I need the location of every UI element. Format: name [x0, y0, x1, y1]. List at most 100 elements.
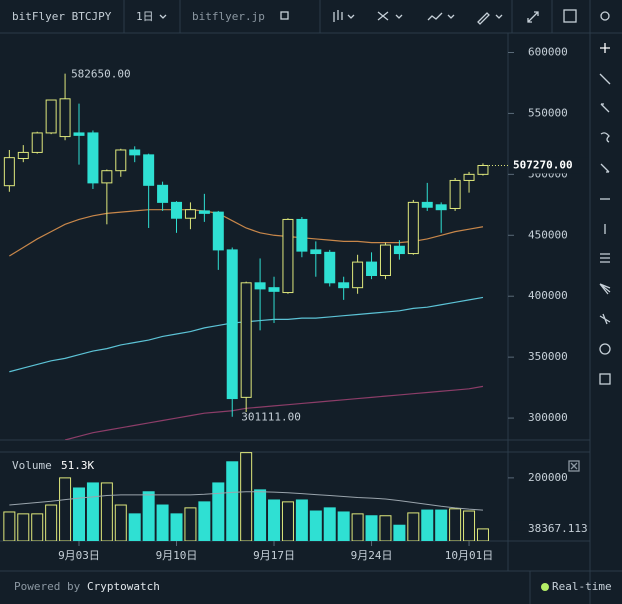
- candle-body: [184, 209, 196, 219]
- ray-tool[interactable]: [600, 103, 610, 113]
- last-volume-label: 38367.113: [528, 522, 588, 535]
- x-tick-label: 9月03日: [58, 549, 100, 562]
- moving-average: [64, 385, 484, 440]
- chart-style-icon[interactable]: [427, 12, 443, 21]
- gann-tool[interactable]: [599, 313, 611, 325]
- fib-tool[interactable]: [600, 253, 610, 263]
- x-tick-label: 10月01日: [445, 549, 494, 562]
- candle-body: [212, 211, 224, 251]
- volume-bar: [281, 501, 294, 541]
- settings-icon[interactable]: [600, 11, 610, 21]
- status-dot: [541, 583, 549, 591]
- close-pane[interactable]: [568, 460, 580, 472]
- candle-body: [435, 204, 447, 211]
- candle-body: [310, 249, 322, 255]
- volume-bar: [393, 524, 406, 541]
- candle-icon[interactable]: [333, 10, 343, 22]
- volume-bar: [156, 504, 169, 541]
- candle-body: [31, 132, 43, 153]
- dropdown-icon: [447, 14, 455, 19]
- volume-bar: [114, 504, 127, 541]
- volume-bar: [268, 499, 281, 541]
- volume-bar: [59, 477, 72, 541]
- candle-body: [101, 170, 113, 184]
- line-tool[interactable]: [599, 73, 611, 85]
- candle-body: [421, 201, 433, 208]
- volume-bar: [17, 513, 30, 541]
- screenshot-icon[interactable]: [563, 9, 577, 23]
- volume-bar: [226, 461, 239, 541]
- interval[interactable]: 1日: [136, 10, 154, 23]
- circle-tool[interactable]: [599, 343, 611, 355]
- y-tick-label: 600000: [528, 45, 568, 58]
- candle-body: [282, 218, 294, 294]
- candle-body: [449, 179, 461, 209]
- y-tick-label: 450000: [528, 228, 568, 241]
- volume-bar: [3, 511, 16, 541]
- candle-body: [352, 261, 364, 289]
- volume-bar: [170, 513, 183, 541]
- volume-bar: [365, 515, 378, 541]
- volume-bar: [142, 491, 155, 541]
- candle-body: [366, 261, 378, 276]
- volume-bar: [309, 510, 322, 541]
- dropdown-icon: [395, 14, 403, 19]
- volume-bar: [198, 501, 211, 541]
- volume-ma: [9, 491, 484, 511]
- last-volume-box: [509, 520, 589, 537]
- brand[interactable]: Cryptowatch: [87, 580, 160, 593]
- volume-bar: [254, 489, 267, 541]
- candle-body: [73, 132, 85, 136]
- candle-body: [324, 251, 336, 284]
- curve-tool[interactable]: [600, 132, 610, 143]
- rect-tool[interactable]: [599, 373, 611, 385]
- volume-bar: [407, 512, 420, 541]
- volume-bar: [86, 482, 99, 541]
- powered-by: Powered by: [14, 580, 81, 593]
- symbol[interactable]: bitFlyer BTCJPY: [12, 10, 112, 23]
- y-tick-label: 200000: [528, 471, 568, 484]
- candle-body: [254, 282, 266, 290]
- candle-body: [143, 154, 155, 186]
- candle-body: [3, 157, 15, 187]
- y-tick-label: 300000: [528, 411, 568, 424]
- volume-bar: [184, 507, 197, 541]
- fullscreen-icon[interactable]: [527, 11, 539, 23]
- arrow-tool[interactable]: [600, 163, 610, 173]
- volume-bar: [379, 515, 392, 541]
- volume-value: 51.3K: [61, 459, 94, 472]
- cross-tool[interactable]: [600, 43, 610, 53]
- volume-bar: [128, 513, 141, 541]
- candle-body: [87, 132, 99, 184]
- candle-body: [477, 164, 489, 175]
- candle-body: [240, 282, 252, 398]
- candle-body: [393, 245, 405, 255]
- dropdown-icon: [159, 14, 167, 19]
- volume-bar: [337, 511, 350, 541]
- source-link[interactable]: bitflyer.jp: [192, 10, 265, 23]
- candle-body: [45, 99, 57, 134]
- volume-bar: [73, 487, 85, 541]
- volume-bar: [100, 482, 113, 541]
- min-label: 301111.00: [241, 411, 301, 424]
- volume-bar: [435, 509, 448, 541]
- candle-body: [171, 201, 183, 219]
- draw-icon[interactable]: [477, 12, 490, 25]
- volume-bar: [323, 507, 336, 541]
- candle-body: [407, 201, 419, 255]
- candle-body: [463, 173, 475, 181]
- volume-bar: [295, 499, 308, 541]
- y-tick-label: 400000: [528, 289, 568, 302]
- candle-body: [296, 218, 308, 252]
- x-tick-label: 9月17日: [253, 549, 295, 562]
- indicator-icon[interactable]: [377, 11, 389, 21]
- dropdown-icon: [347, 14, 355, 19]
- fan-tool[interactable]: [599, 283, 611, 295]
- close-icon: [570, 462, 578, 470]
- candle-body: [268, 287, 280, 292]
- volume-bar: [449, 508, 462, 541]
- moving-average: [9, 209, 484, 257]
- volume-bar: [45, 504, 58, 541]
- y-tick-label: 550000: [528, 106, 568, 119]
